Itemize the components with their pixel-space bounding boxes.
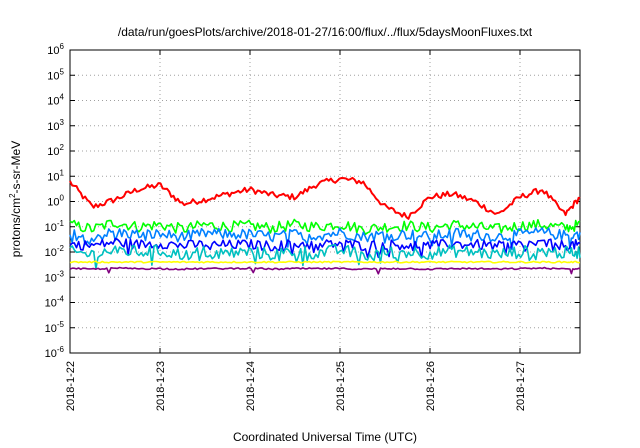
y-tick-label: 10-1: [45, 219, 65, 234]
x-tick-label: 2018-1-26: [425, 361, 437, 411]
x-tick-label: 2018-1-23: [155, 361, 167, 411]
y-tick-label: 10-6: [45, 345, 65, 360]
series-line-3: [69, 227, 581, 251]
y-tick-label: 104: [47, 93, 64, 108]
y-tick-label: 100: [47, 194, 64, 209]
y-tick-label: 102: [47, 143, 64, 158]
y-tick-label: 10-4: [45, 295, 65, 310]
x-tick-label: 2018-1-24: [245, 361, 257, 411]
y-axis-ticks: 10-6 10-5 10-4 10-3 10-2 10-1 100 101 102 103 104 1…: [45, 42, 580, 360]
y-tick-label: 106: [47, 42, 64, 57]
series-group: [69, 176, 581, 275]
y-tick-label: 10-3: [45, 269, 65, 284]
series-line-7: [69, 266, 581, 275]
x-axis-label: Coordinated Universal Time (UTC): [233, 430, 417, 444]
series-line-1: [69, 176, 581, 220]
x-axis-ticks: 2018-1-22 2018-1-23 2018-1-24 2018-1-25 2018…: [65, 50, 527, 411]
x-tick-label: 2018-1-25: [335, 361, 347, 411]
y-axis-label: protons/cm2-s-sr-MeV: [8, 141, 23, 257]
y-tick-label: 10-5: [45, 320, 65, 335]
series-line-2: [69, 218, 581, 236]
y-tick-label: 101: [47, 168, 64, 183]
series-line-5: [69, 244, 581, 270]
y-tick-label: 10-2: [45, 244, 65, 259]
x-tick-label: 2018-1-27: [515, 361, 527, 411]
grid: [70, 50, 580, 353]
x-tick-label: 2018-1-22: [65, 361, 77, 411]
chart-title: /data/run/goesPlots/archive/2018-01-27/1…: [118, 25, 533, 39]
y-tick-label: 105: [47, 67, 64, 82]
y-tick-label: 103: [47, 118, 64, 133]
series-line-6: [69, 260, 581, 264]
